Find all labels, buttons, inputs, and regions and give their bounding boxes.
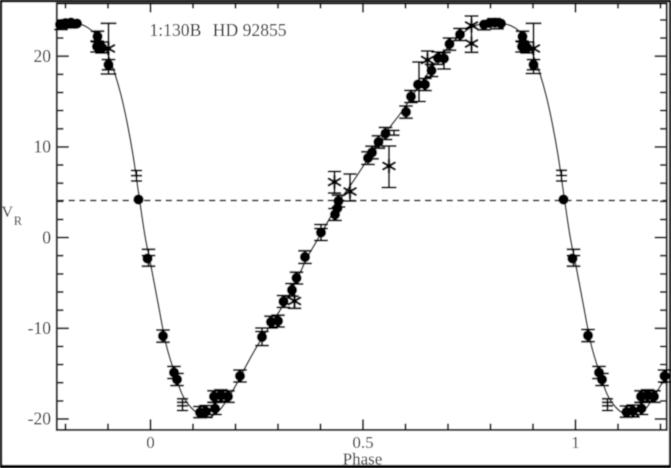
svg-text:-20: -20 bbox=[28, 409, 52, 429]
svg-text:R: R bbox=[14, 214, 23, 228]
svg-text:1: 1 bbox=[571, 433, 580, 452]
svg-text:-10: -10 bbox=[28, 318, 52, 338]
svg-text:HD 92855: HD 92855 bbox=[213, 20, 287, 40]
svg-text:0: 0 bbox=[42, 227, 51, 247]
svg-text:V: V bbox=[2, 204, 14, 221]
svg-text:0: 0 bbox=[146, 433, 155, 452]
svg-text:1:130B: 1:130B bbox=[150, 20, 202, 40]
svg-text:20: 20 bbox=[34, 46, 52, 66]
svg-text:0.5: 0.5 bbox=[352, 433, 373, 452]
svg-text:10: 10 bbox=[34, 137, 52, 157]
svg-text:Phase: Phase bbox=[343, 449, 383, 468]
